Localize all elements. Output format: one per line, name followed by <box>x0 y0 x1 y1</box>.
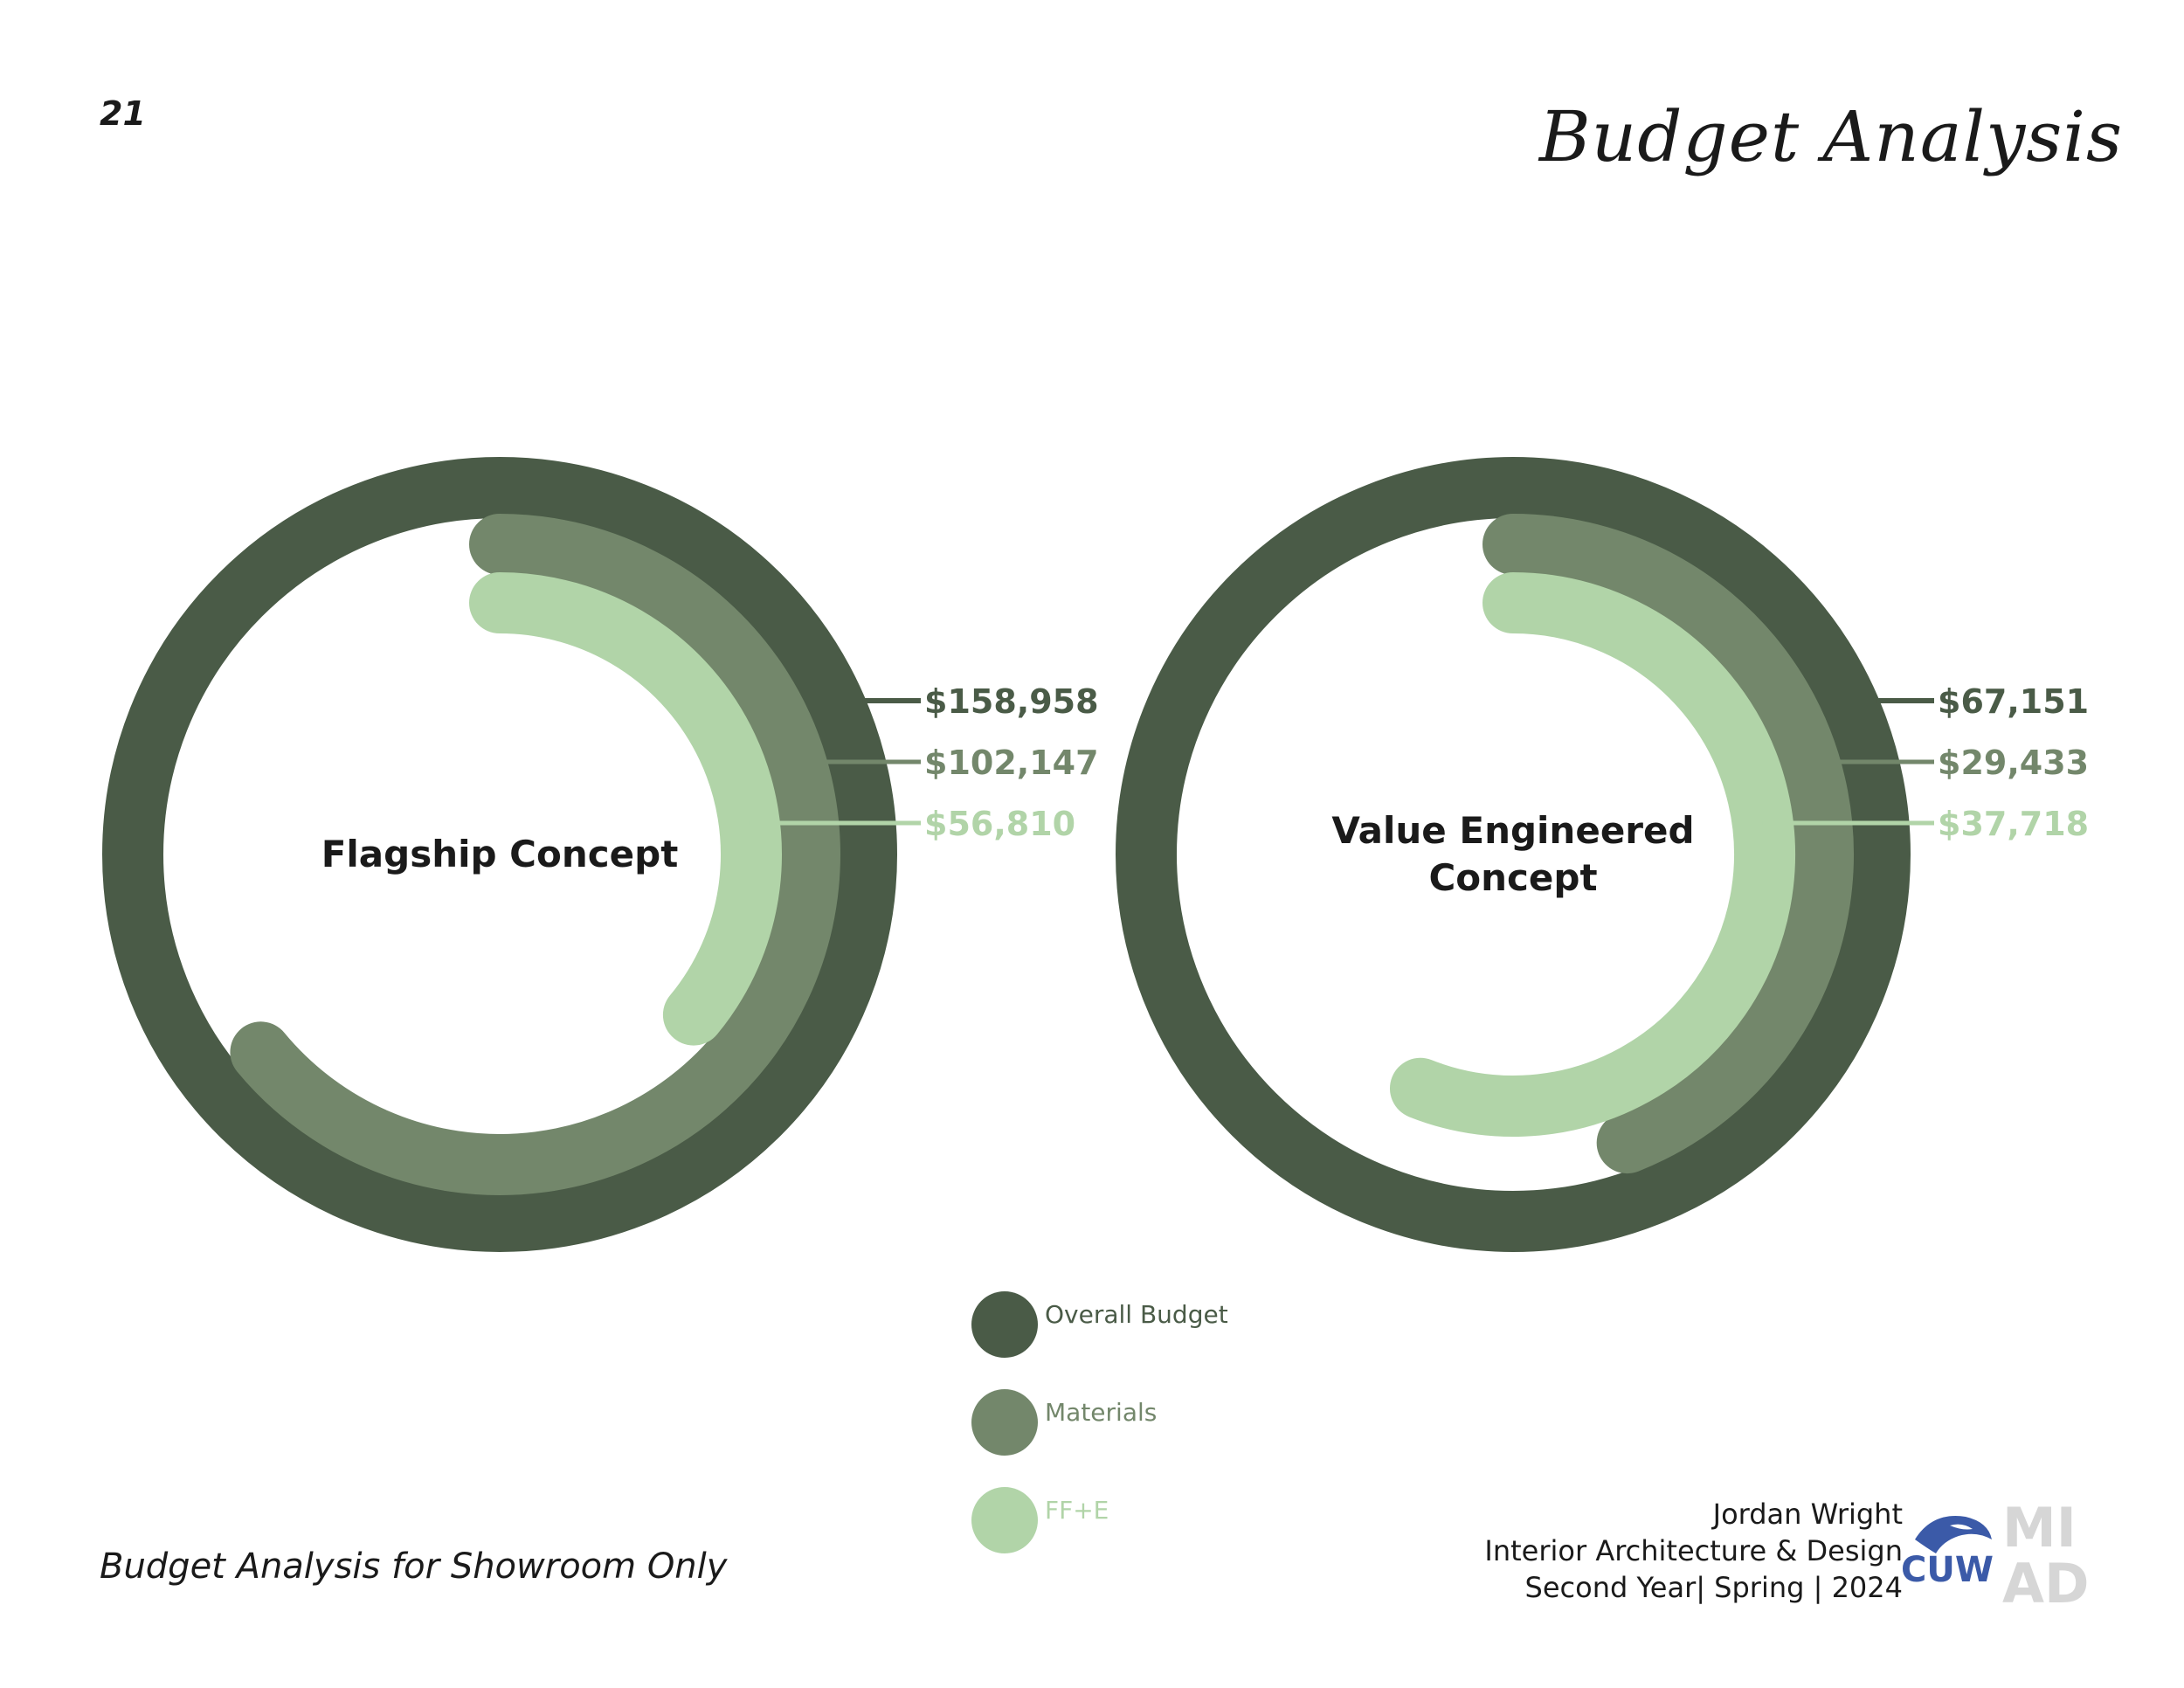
page-title: Budget Analysis <box>1538 96 2123 177</box>
chart-title-line: Concept <box>1428 856 1597 899</box>
footnote: Budget Analysis for Showroom Only <box>100 1546 728 1587</box>
credits-program: Interior Architecture & Design <box>1484 1534 1903 1567</box>
credits-name: Jordan Wright <box>1712 1498 1903 1531</box>
ring-ffe <box>469 572 782 1046</box>
miad-logo-bottom: AD <box>2002 1552 2089 1609</box>
credits: Jordan Wright Interior Architecture & De… <box>1484 1496 1903 1606</box>
chart-value-engineered: $67,151 $29,433 $37,718 Value EngineeredCon… <box>1116 457 2089 1252</box>
cuw-logo-text: CUW <box>1901 1550 1994 1590</box>
falcon-eye-shape <box>1950 1524 1973 1530</box>
miad-logo: MI AD <box>2002 1496 2089 1609</box>
falcon-head-shape <box>1915 1516 1992 1553</box>
page-number: 21 <box>100 94 146 133</box>
value-label-overall: $158,958 <box>924 682 1099 721</box>
chart-title-line: Flagship Concept <box>321 833 679 875</box>
legend-swatch-materials <box>971 1389 1038 1456</box>
ring-overall <box>1116 457 1911 1252</box>
chart-flagship: $158,958 $102,147 $56,810 Flagship Concept <box>102 457 1099 1252</box>
legend-swatch-overall <box>971 1291 1038 1358</box>
cuw-logo: CUW <box>1901 1516 1994 1590</box>
legend-label-materials: Materials <box>1045 1398 1158 1427</box>
credits-term: Second Year| Spring | 2024 <box>1524 1571 1903 1604</box>
value-label-ffe: $37,718 <box>1938 805 2089 843</box>
ring-overall <box>102 457 897 1252</box>
ring-materials <box>1482 514 1854 1174</box>
legend-label-overall: Overall Budget <box>1045 1300 1228 1329</box>
value-label-materials: $29,433 <box>1938 744 2089 782</box>
ring-ffe <box>1389 572 1795 1137</box>
value-label-ffe: $56,810 <box>924 805 1075 843</box>
legend-label-ffe: FF+E <box>1045 1496 1109 1525</box>
value-label-overall: $67,151 <box>1938 682 2089 721</box>
value-label-materials: $102,147 <box>924 744 1099 782</box>
ring-materials <box>230 514 840 1195</box>
chart-title-line: Value Engineered <box>1331 809 1694 852</box>
miad-logo-top: MI <box>2002 1496 2077 1560</box>
legend-swatch-ffe <box>971 1487 1038 1553</box>
